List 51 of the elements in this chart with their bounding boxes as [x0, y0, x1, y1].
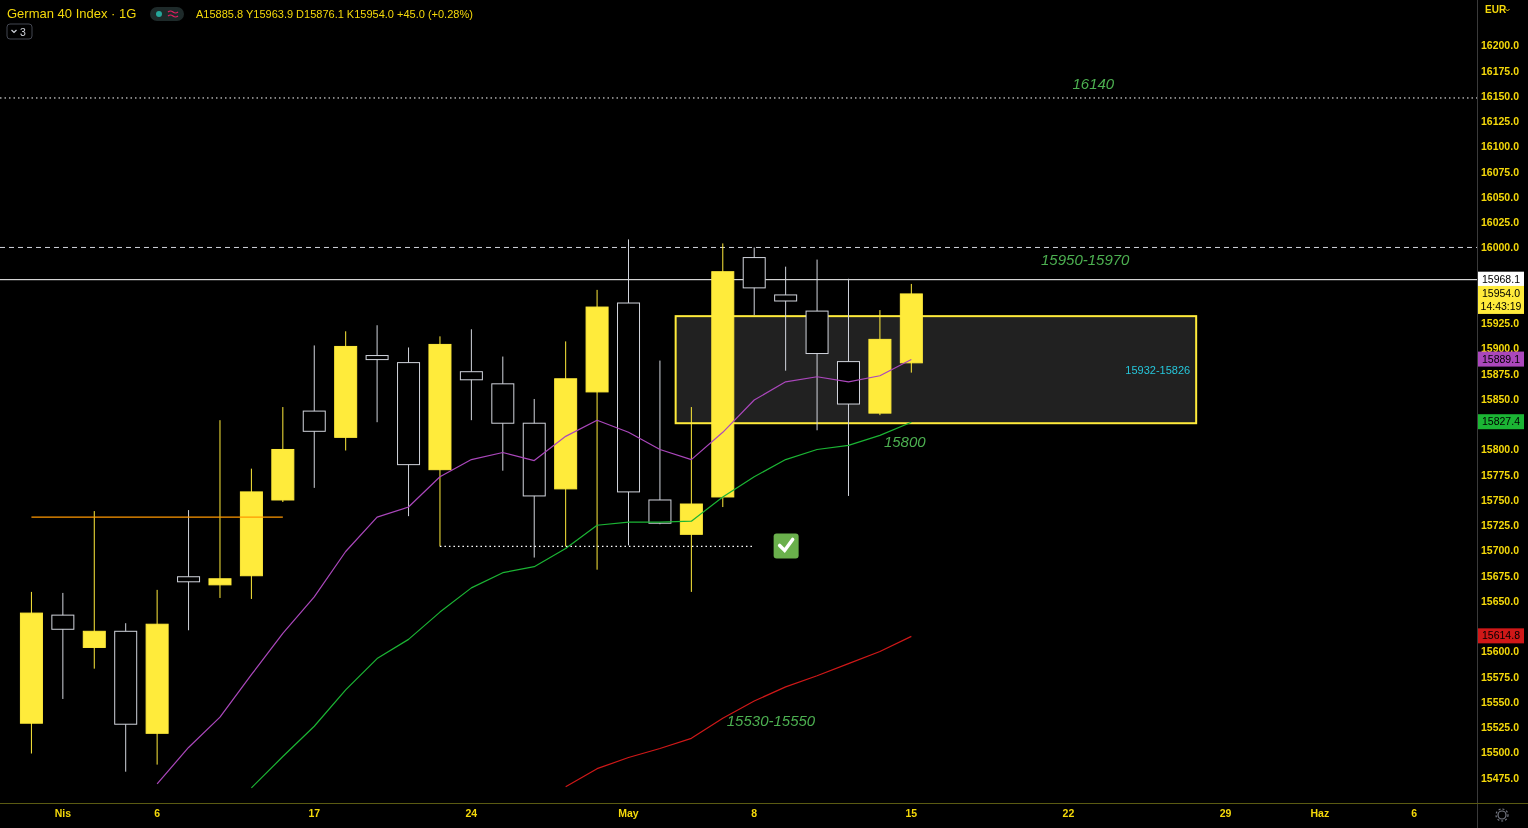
text: 15827.4	[1482, 415, 1521, 428]
y-tick-label: 16025.0	[1481, 216, 1520, 229]
y-axis-title: EUR	[1485, 4, 1507, 15]
x-tick-label: 6	[154, 807, 161, 819]
text: 15614.8	[1482, 629, 1521, 642]
text: 15954.0 14:43:19	[1480, 286, 1522, 312]
y-tick-label: 16075.0	[1481, 165, 1520, 178]
x-tick-label: May	[618, 807, 639, 819]
y-tick-label: 16200.0	[1481, 39, 1520, 52]
y-tick-label: 16175.0	[1481, 64, 1520, 77]
y-tick-label: 16000.0	[1481, 241, 1520, 254]
annotation: 15800	[883, 433, 927, 451]
y-tick-label: 15475.0	[1481, 771, 1520, 784]
y-tick-label: 16100.0	[1481, 140, 1520, 153]
y-tick-label: 15675.0	[1481, 569, 1520, 582]
y-tick-label: 15550.0	[1481, 695, 1520, 708]
x-tick-label: Nis	[54, 807, 72, 819]
y-tick-label: 15775.0	[1481, 468, 1520, 481]
x-tick-label: Haz	[1310, 807, 1330, 819]
x-tick-label: 24	[465, 807, 478, 819]
y-tick-label: 16050.0	[1481, 190, 1520, 203]
text: 15889.1	[1482, 352, 1521, 365]
x-tick-label: 17	[308, 807, 321, 819]
y-tick-label: 15925.0	[1481, 317, 1520, 330]
x-tick-label: 22	[1062, 807, 1075, 819]
annotation: 16140	[1072, 74, 1115, 92]
y-tick-label: 15850.0	[1481, 392, 1520, 405]
y-tick-label: 16150.0	[1481, 89, 1520, 102]
x-tick-label: 29	[1219, 807, 1232, 819]
y-tick-label: 15650.0	[1481, 594, 1520, 607]
y-tick-label: 15700.0	[1481, 544, 1520, 557]
band-label: 15932-15826	[1125, 363, 1191, 376]
y-tick-label: 16125.0	[1481, 115, 1520, 128]
text: German 40 Index · 1G	[7, 6, 137, 21]
ref-line-label: 15968.1	[1482, 272, 1521, 285]
y-tick-label: 15875.0	[1481, 367, 1520, 380]
y-tick-label: 15800.0	[1481, 443, 1520, 456]
x-tick-label: 15	[905, 807, 918, 819]
x-tick-label: 8	[751, 807, 758, 819]
y-tick-label: 15750.0	[1481, 493, 1520, 506]
y-tick-label: 15575.0	[1481, 670, 1520, 683]
y-tick-label: 15525.0	[1481, 721, 1520, 734]
annotation: 3	[20, 25, 26, 38]
y-tick-label: 15600.0	[1481, 645, 1520, 658]
y-tick-label: 15500.0	[1481, 746, 1520, 759]
annotation: 15530-15550	[726, 712, 816, 730]
y-tick-label: 15900.0	[1481, 342, 1520, 355]
annotation: 15950-15970	[1041, 250, 1131, 268]
y-tick-label: 15725.0	[1481, 519, 1520, 532]
x-tick-label: 6	[1411, 807, 1418, 819]
text: A15885.8 Y15963.9 D15876.1 K15954.0 +45.0 (+0.28%)	[196, 8, 473, 20]
